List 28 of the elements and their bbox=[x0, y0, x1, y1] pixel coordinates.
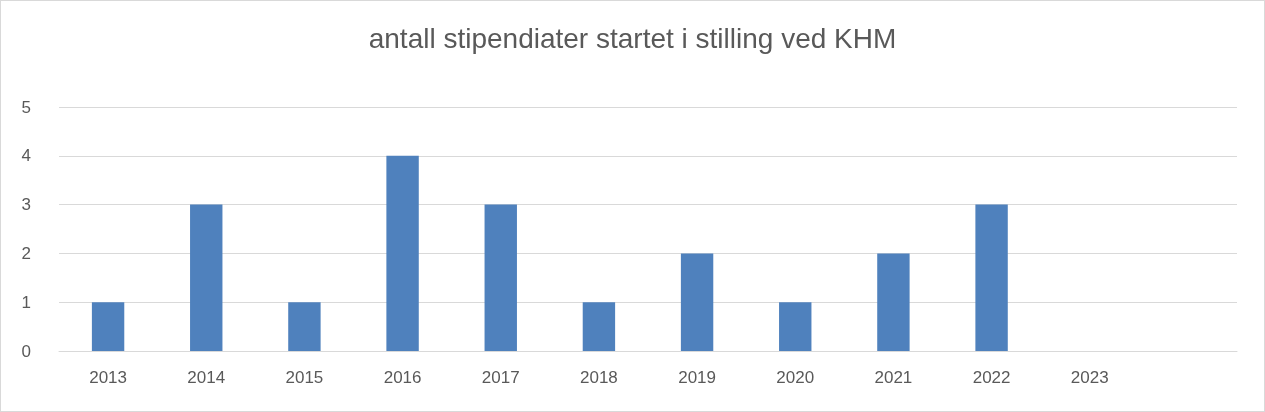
bar bbox=[779, 302, 812, 351]
x-tick-label: 2021 bbox=[874, 368, 913, 387]
bar bbox=[680, 253, 714, 351]
y-tick-label: 0 bbox=[21, 341, 31, 361]
bar bbox=[582, 302, 616, 351]
x-tick-label: 2013 bbox=[89, 368, 127, 387]
x-tick-label: 2017 bbox=[481, 368, 520, 387]
bar bbox=[91, 302, 125, 351]
x-tick-label: 2014 bbox=[187, 368, 226, 387]
y-tick-label: 5 bbox=[21, 97, 31, 117]
chart-title: antall stipendiater startet i stilling ved KHM bbox=[368, 22, 897, 54]
bar bbox=[484, 204, 517, 351]
x-tick-label: 2019 bbox=[678, 368, 716, 387]
bar bbox=[190, 204, 223, 351]
y-tick-label: 4 bbox=[21, 146, 31, 166]
y-tick-label: 3 bbox=[21, 195, 31, 215]
bar bbox=[975, 204, 1008, 351]
x-tick-label: 2022 bbox=[972, 368, 1011, 387]
bar bbox=[877, 253, 910, 351]
y-tick-label: 1 bbox=[21, 292, 31, 312]
x-tick-label: 2016 bbox=[383, 368, 422, 387]
x-tick-label: 2015 bbox=[285, 368, 324, 387]
bar bbox=[386, 155, 419, 351]
x-tick-label: 2023 bbox=[1070, 368, 1109, 387]
y-tick-label: 2 bbox=[21, 243, 31, 263]
x-tick-label: 2018 bbox=[580, 368, 618, 387]
bar bbox=[288, 302, 321, 351]
x-tick-label: 2020 bbox=[776, 368, 815, 387]
